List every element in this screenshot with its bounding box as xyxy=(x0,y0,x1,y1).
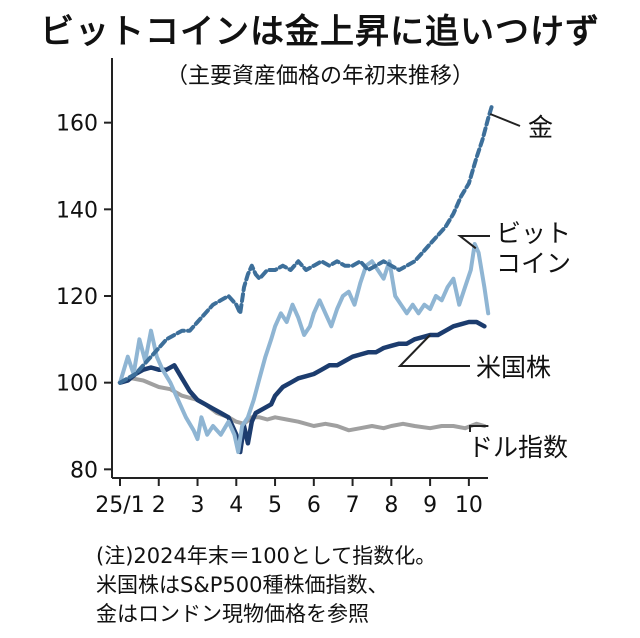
series-leader-us_stocks xyxy=(397,334,470,367)
x-tick-label: 6 xyxy=(307,493,321,518)
x-tick-label: 3 xyxy=(191,493,205,518)
x-tick-label: 9 xyxy=(423,493,437,518)
note-line-3: 金はロンドン現物価格を参照 xyxy=(96,602,369,626)
x-tick-label: 8 xyxy=(384,493,398,518)
series-line-gold xyxy=(118,103,495,385)
series-label-bitcoin: ビット xyxy=(496,219,571,248)
series-leader-dollar_index xyxy=(469,425,489,432)
x-tick-label: 10 xyxy=(455,493,483,518)
x-tick-label: 5 xyxy=(268,493,282,518)
x-tick-label: 4 xyxy=(229,493,243,518)
series-label-gold: 金 xyxy=(528,113,553,142)
series-leader-bitcoin xyxy=(457,235,490,250)
x-tick-label: 25/1 xyxy=(95,493,144,518)
y-tick-label: 160 xyxy=(56,112,98,137)
y-tick-label: 100 xyxy=(56,372,98,397)
series-line-us_stocks xyxy=(117,319,487,455)
y-tick-label: 120 xyxy=(56,285,98,310)
series-line-dollar_index xyxy=(118,376,487,433)
y-tick-label: 80 xyxy=(70,458,98,483)
x-tick-label: 2 xyxy=(152,493,166,518)
note-line-1: (注)2024年末＝100として指数化。 xyxy=(96,544,437,568)
series-label-dollar_index: ドル指数 xyxy=(468,433,568,462)
x-tick-label: 7 xyxy=(346,493,360,518)
series-leader-gold xyxy=(489,113,521,127)
series-label-bitcoin: コイン xyxy=(496,249,571,278)
series-label-us_stocks: 米国株 xyxy=(476,353,551,382)
chart-title: ビットコインは金上昇に追いつけず xyxy=(40,12,600,52)
note-line-2: 米国株はS&P500種株価指数、 xyxy=(96,573,389,597)
series-line-bitcoin xyxy=(118,242,491,454)
chart-subtitle: （主要資産価格の年初来推移） xyxy=(165,64,474,89)
y-tick-label: 140 xyxy=(56,198,98,223)
